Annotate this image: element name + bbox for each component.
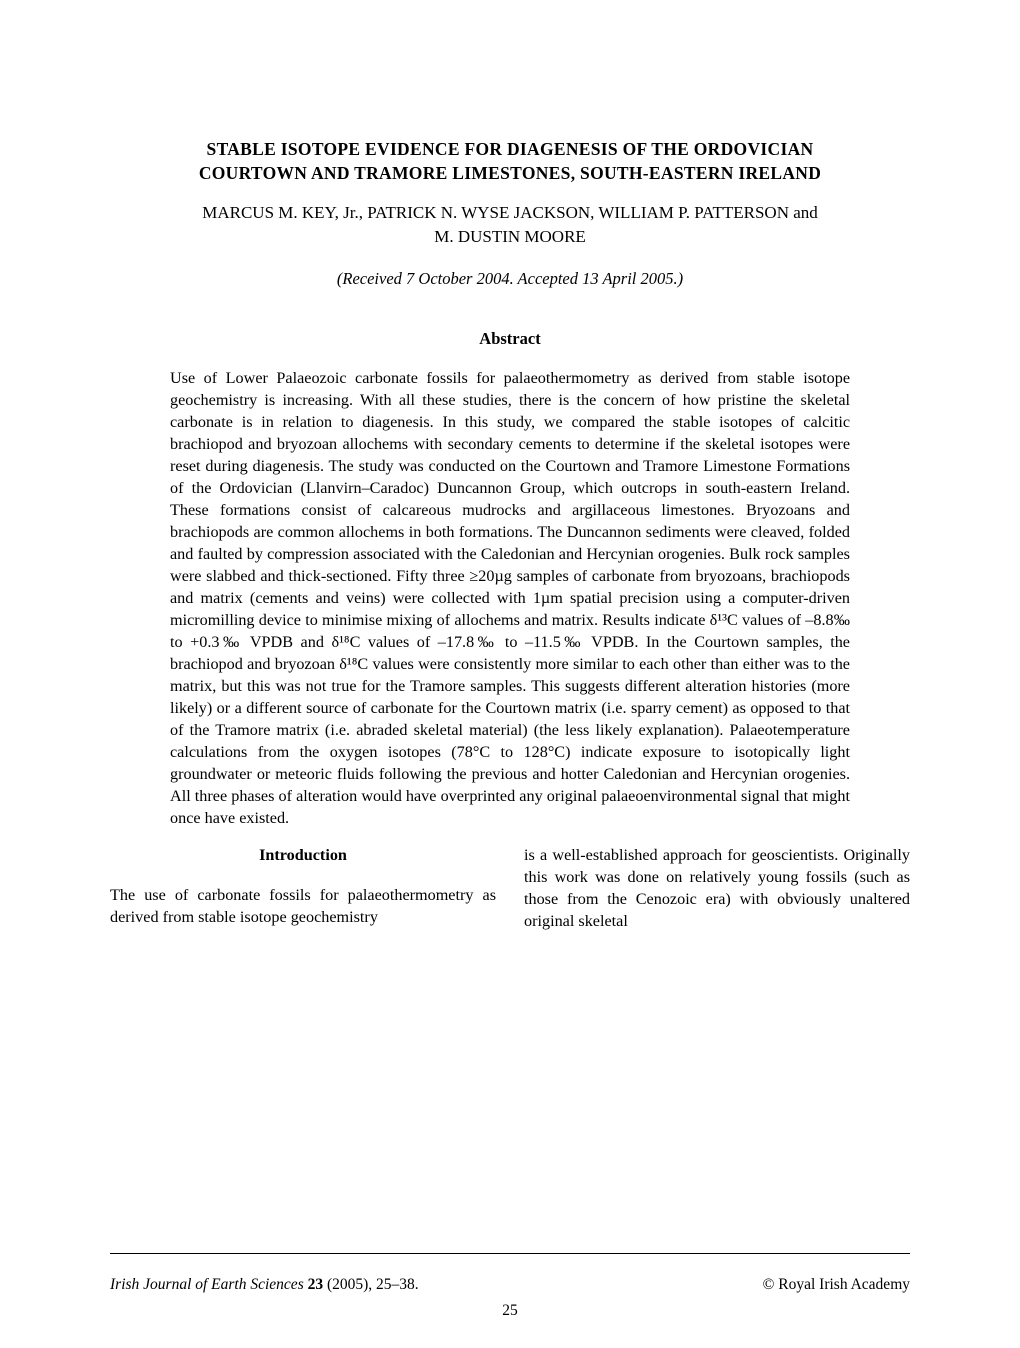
journal-year-pages: (2005), 25–38. xyxy=(323,1276,419,1293)
intro-columns: Introduction The use of carbonate fossil… xyxy=(110,844,910,932)
intro-column-left: Introduction The use of carbonate fossil… xyxy=(110,844,496,932)
title-block: STABLE ISOTOPE EVIDENCE FOR DIAGENESIS O… xyxy=(110,138,910,289)
paper-title-line1: STABLE ISOTOPE EVIDENCE FOR DIAGENESIS O… xyxy=(110,138,910,162)
footer-rule xyxy=(110,1253,910,1254)
abstract-body: Use of Lower Palaeozoic carbonate fossil… xyxy=(110,367,910,830)
journal-volume: 23 xyxy=(308,1276,324,1293)
journal-citation: Irish Journal of Earth Sciences 23 (2005… xyxy=(110,1276,419,1294)
authors-line2: M. DUSTIN MOORE xyxy=(110,225,910,249)
authors-line1: MARCUS M. KEY, Jr., PATRICK N. WYSE JACK… xyxy=(110,201,910,225)
intro-text-right: is a well-established approach for geosc… xyxy=(524,844,910,932)
footer-row: Irish Journal of Earth Sciences 23 (2005… xyxy=(110,1276,910,1294)
abstract-heading: Abstract xyxy=(110,329,910,349)
received-date: (Received 7 October 2004. Accepted 13 Ap… xyxy=(110,269,910,289)
paper-title-line2: COURTOWN AND TRAMORE LIMESTONES, SOUTH-E… xyxy=(110,162,910,186)
intro-column-right: is a well-established approach for geosc… xyxy=(524,844,910,932)
page-number: 25 xyxy=(0,1302,1020,1320)
page-footer: Irish Journal of Earth Sciences 23 (2005… xyxy=(110,1253,910,1294)
journal-name: Irish Journal of Earth Sciences xyxy=(110,1276,304,1293)
copyright-text: © Royal Irish Academy xyxy=(763,1276,910,1294)
intro-text-left: The use of carbonate fossils for palaeot… xyxy=(110,884,496,928)
introduction-heading: Introduction xyxy=(110,844,496,866)
